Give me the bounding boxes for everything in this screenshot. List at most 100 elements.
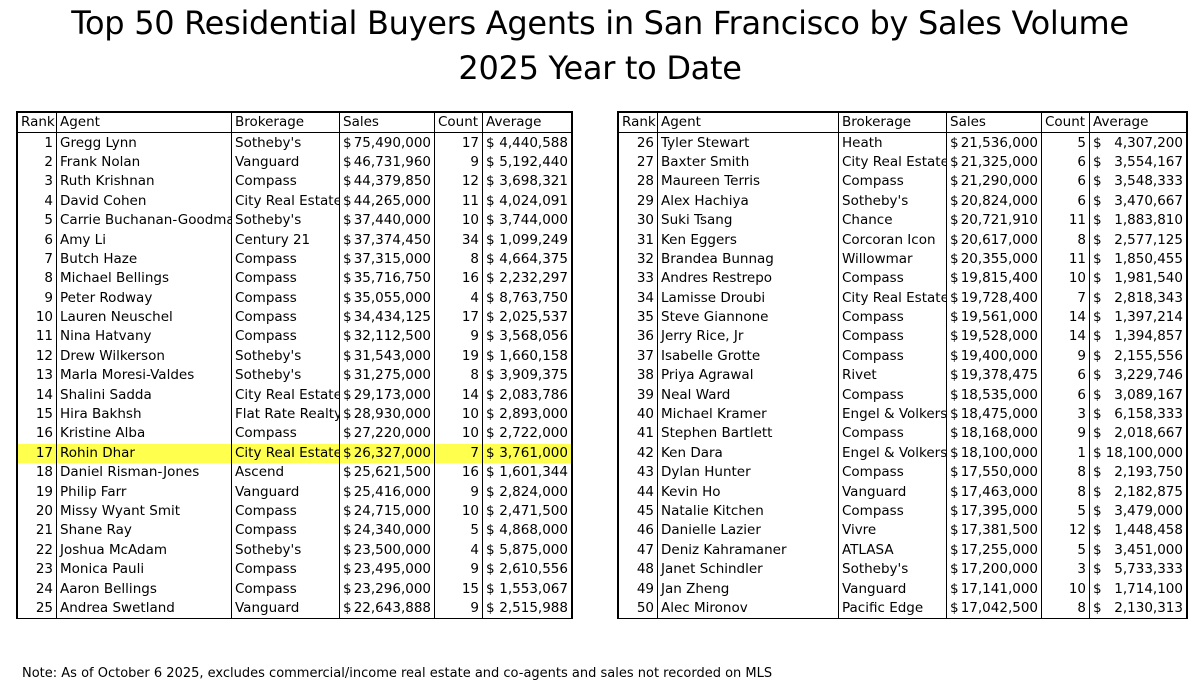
average-cell-value: 4,024,091 <box>499 192 568 209</box>
agent-cell: Gregg Lynn <box>56 132 232 153</box>
currency-symbol: $ <box>486 580 495 597</box>
agent-cell: Daniel Risman-Jones <box>56 463 232 483</box>
table-row: 15 Hira Bakhsh Flat Rate Realty $28,930,000… <box>17 404 572 425</box>
count-cell: 34 <box>434 230 483 250</box>
brokerage-cell: Rivet <box>838 366 947 386</box>
average-cell: $5,733,333 <box>1089 559 1187 580</box>
brokerage-cell: Compass <box>838 269 947 289</box>
sales-cell-value: 22,643,888 <box>353 599 431 616</box>
average-cell: $3,470,667 <box>1089 191 1187 211</box>
sales-cell: $18,168,000 <box>946 424 1042 444</box>
average-cell: $1,660,158 <box>482 346 572 367</box>
average-cell: $2,610,556 <box>482 559 572 580</box>
sales-cell: $17,381,500 <box>946 521 1042 541</box>
average-cell-value: 2,471,500 <box>499 503 568 519</box>
currency-symbol: $ <box>486 406 495 423</box>
agent-cell: Michael Bellings <box>56 269 232 289</box>
brokerage-cell: Sotheby's <box>231 210 340 231</box>
average-cell: $2,824,000 <box>482 482 572 502</box>
currency-symbol: $ <box>486 173 495 190</box>
currency-symbol: $ <box>486 270 495 287</box>
sales-cell-value: 18,475,000 <box>960 406 1038 423</box>
currency-symbol: $ <box>950 134 959 151</box>
sales-cell: $22,643,888 <box>339 598 435 619</box>
average-cell: $1,099,249 <box>482 230 572 250</box>
brokerage-cell: Sotheby's <box>838 191 947 211</box>
sales-cell: $18,100,000 <box>946 443 1042 464</box>
currency-symbol: $ <box>950 464 959 481</box>
table-row: 12 Drew Wilkerson Sotheby's $31,543,000 19 $1… <box>17 346 572 367</box>
sales-cell: $19,728,400 <box>946 288 1042 308</box>
sales-cell: $17,550,000 <box>946 463 1042 483</box>
sales-cell-value: 17,141,000 <box>960 580 1038 597</box>
agent-cell: Ken Dara <box>657 443 839 464</box>
currency-symbol: $ <box>1093 406 1102 423</box>
sales-cell-value: 18,168,000 <box>960 425 1038 442</box>
brokerage-cell: Pacific Edge <box>838 598 947 619</box>
rank-cell: 36 <box>618 327 658 347</box>
rank-cell: 39 <box>618 385 658 405</box>
rank-cell: 9 <box>17 288 57 308</box>
table-row: 34 Lamisse Droubi City Real Estate $19,728,… <box>618 288 1187 308</box>
agent-cell: Brandea Bunnag <box>657 249 839 270</box>
rank-cell: 43 <box>618 463 658 483</box>
average-cell: $2,155,556 <box>1089 346 1187 367</box>
agent-cell: Natalie Kitchen <box>657 501 839 522</box>
brokerage-cell: City Real Estate <box>838 288 947 308</box>
currency-symbol: $ <box>486 464 495 481</box>
average-cell-value: 3,451,000 <box>1114 541 1183 558</box>
currency-symbol: $ <box>1093 386 1102 403</box>
table-row: 24 Aaron Bellings Compass $23,296,000 15 $1,5… <box>17 579 572 599</box>
currency-symbol: $ <box>1093 347 1102 364</box>
brokerage-cell: City Real Estate <box>231 385 340 405</box>
rank-cell: 22 <box>17 540 57 560</box>
rank-cell: 1 <box>17 132 57 153</box>
footnote: Note: As of October 6 2025, excludes com… <box>22 666 773 681</box>
sales-cell-value: 17,395,000 <box>960 503 1038 519</box>
sales-cell: $21,325,000 <box>946 152 1042 173</box>
average-cell-value: 3,089,167 <box>1114 386 1183 403</box>
table-row: 2 Frank Nolan Vanguard $46,731,960 9 $5,192,4… <box>17 152 572 173</box>
currency-symbol: $ <box>343 503 352 519</box>
currency-symbol: $ <box>1093 444 1102 461</box>
count-cell: 8 <box>1041 482 1090 502</box>
sales-cell: $46,731,960 <box>339 152 435 173</box>
currency-symbol: $ <box>950 406 959 423</box>
sales-cell-value: 20,617,000 <box>960 231 1038 248</box>
currency-symbol: $ <box>343 425 352 442</box>
rank-cell: 33 <box>618 269 658 289</box>
rank-cell: 12 <box>17 346 57 367</box>
brokerage-cell: Engel & Volkers <box>838 443 947 464</box>
sales-cell: $20,617,000 <box>946 230 1042 250</box>
brokerage-cell: Corcoran Icon <box>838 230 947 250</box>
brokerage-cell: City Real Estate <box>231 191 340 211</box>
table-row: 41 Stephen Bartlett Compass $18,168,000 9 $2,… <box>618 424 1187 444</box>
currency-symbol: $ <box>950 173 959 190</box>
table-row: 25 Andrea Swetland Vanguard $22,643,888 9 $2,… <box>17 598 572 619</box>
sales-cell: $27,220,000 <box>339 424 435 444</box>
currency-symbol: $ <box>950 522 959 539</box>
currency-symbol: $ <box>950 347 959 364</box>
brokerage-cell: Compass <box>838 346 947 367</box>
table-header-row: Rank Agent Brokerage Sales Count Average <box>17 111 572 134</box>
count-cell: 3 <box>1041 404 1090 425</box>
sales-cell-value: 19,400,000 <box>960 347 1038 364</box>
brokerage-cell: Compass <box>838 327 947 347</box>
rank-cell: 24 <box>17 579 57 599</box>
currency-symbol: $ <box>486 386 495 403</box>
sales-cell-value: 29,173,000 <box>353 386 431 403</box>
sales-cell: $19,400,000 <box>946 346 1042 367</box>
table-row: 14 Shalini Sadda City Real Estate $29,173,0… <box>17 385 572 405</box>
average-cell-value: 2,893,000 <box>499 406 568 423</box>
rank-cell: 28 <box>618 172 658 192</box>
sales-cell: $37,374,450 <box>339 230 435 250</box>
sales-cell-value: 25,621,500 <box>353 464 431 481</box>
sales-cell-value: 20,721,910 <box>960 212 1038 229</box>
sales-cell-value: 31,275,000 <box>353 367 431 384</box>
brokerage-cell: Vanguard <box>231 598 340 619</box>
table-row: 35 Steve Giannone Compass $19,561,000 14 $1,3… <box>618 307 1187 328</box>
average-cell-value: 3,554,167 <box>1114 153 1183 170</box>
sales-cell-value: 26,327,000 <box>353 444 431 461</box>
brokerage-cell: Sotheby's <box>231 346 340 367</box>
currency-symbol: $ <box>486 503 495 519</box>
